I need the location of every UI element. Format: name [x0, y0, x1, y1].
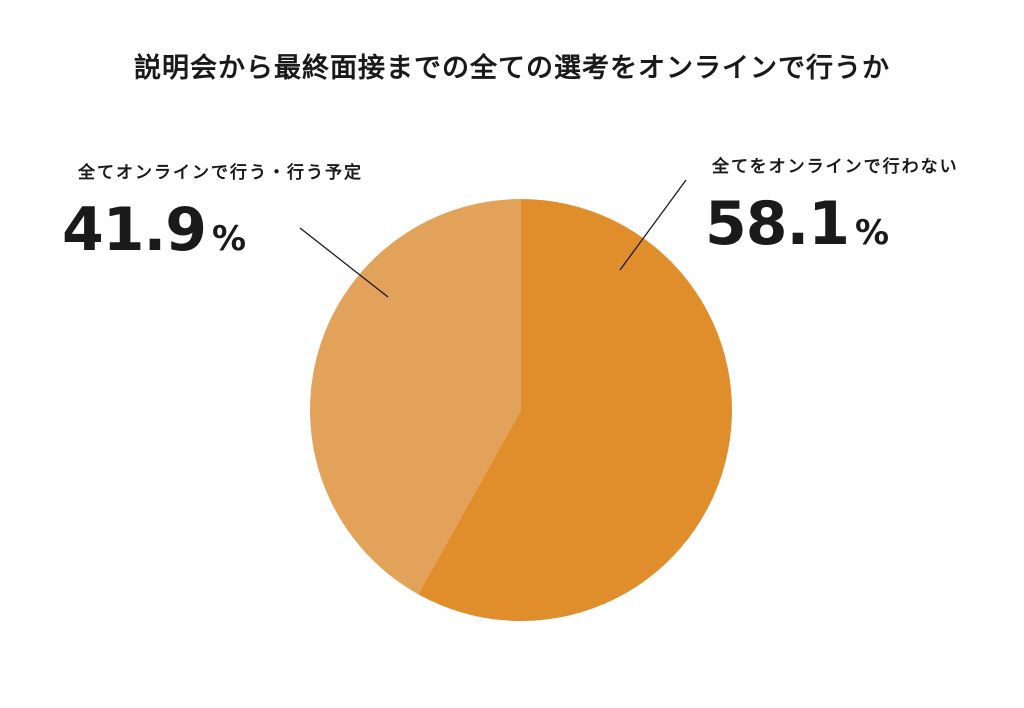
data-label-not-online-unit: % [855, 213, 890, 253]
legend-label-online: 全てオンラインで行う・行う予定 [78, 163, 363, 183]
data-label-not-online: 58.1% [705, 194, 889, 254]
pie-slice-not-online [418, 199, 732, 621]
legend-label-not-online: 全てをオンラインで行わない [712, 157, 959, 177]
data-label-online-unit: % [212, 219, 247, 259]
pie-slice-online [310, 199, 521, 595]
data-label-online-value: 41.9 [62, 195, 207, 265]
data-label-not-online-value: 58.1 [705, 189, 850, 259]
chart-title: 説明会から最終面接までの全ての選考をオンラインで行うか [134, 53, 890, 84]
data-label-online: 41.9% [62, 200, 246, 260]
leader-line-not-online [619, 179, 687, 271]
leader-line-online [299, 227, 389, 298]
